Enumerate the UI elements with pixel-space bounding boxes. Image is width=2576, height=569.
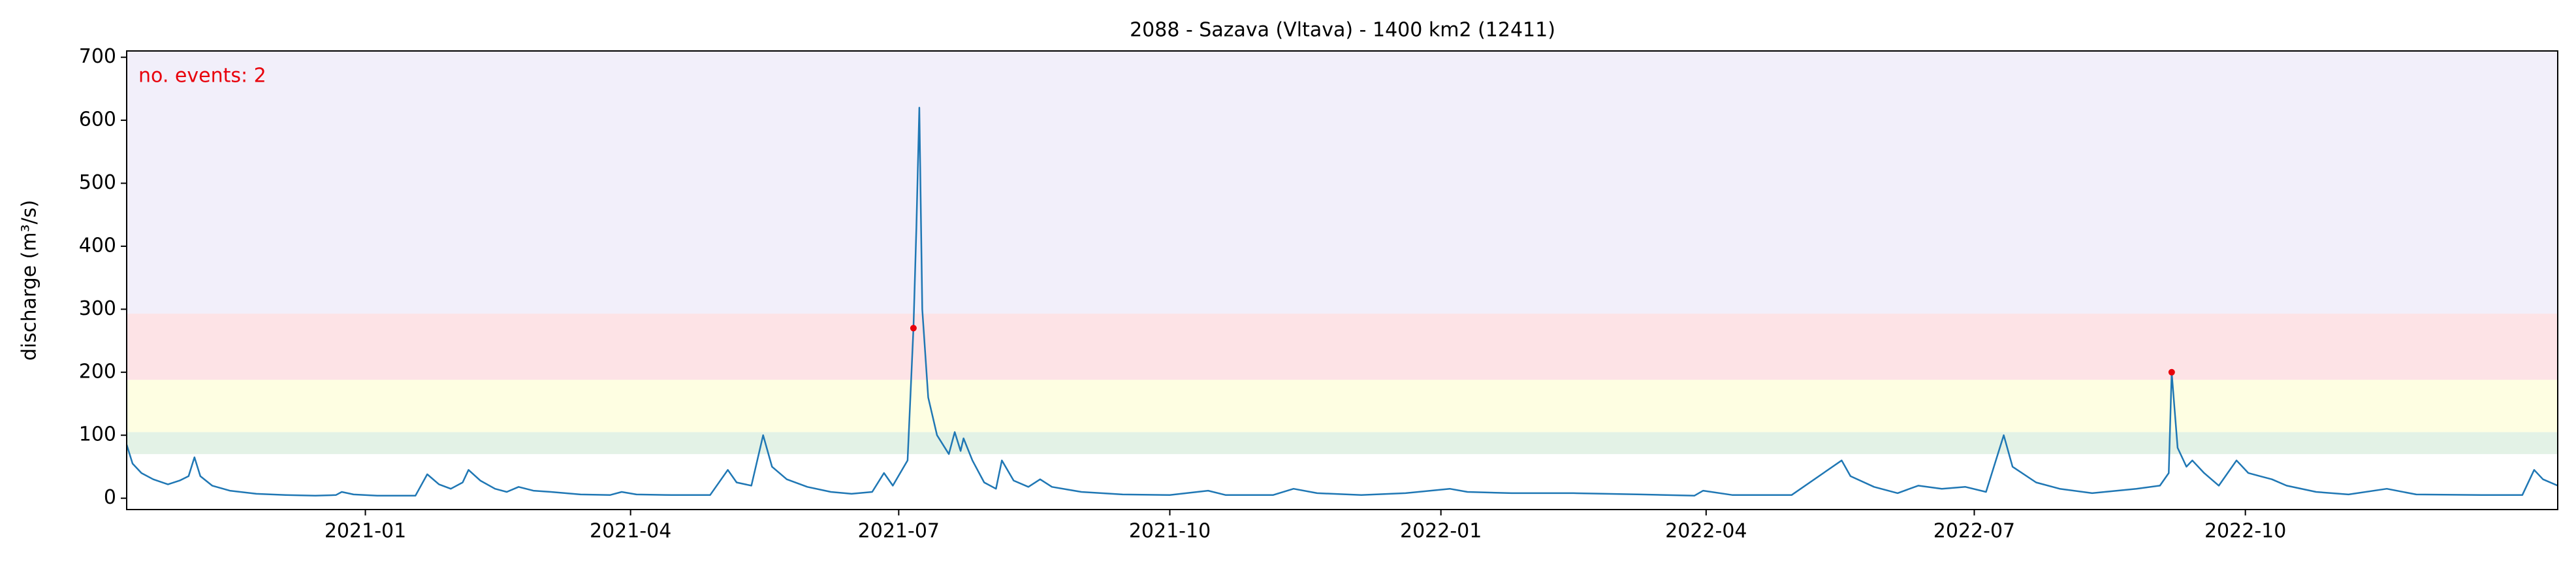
x-tick-label: 2021-04 [590, 520, 671, 543]
x-tick-label: 2021-01 [325, 520, 406, 543]
event-count: no. events: 2 [138, 65, 266, 88]
threshold-band [127, 380, 2558, 432]
y-axis-label: discharge (m³/s) [18, 200, 41, 361]
x-tick-label: 2022-01 [1400, 520, 1482, 543]
y-tick-label: 500 [79, 171, 116, 194]
x-tick-label: 2022-07 [1933, 520, 2015, 543]
threshold-band [127, 314, 2558, 380]
y-tick-label: 0 [104, 486, 116, 509]
discharge-line [125, 106, 2558, 497]
x-tick-label: 2021-10 [1129, 520, 1211, 543]
x-tick-label: 2021-07 [858, 520, 940, 543]
x-tick-label: 2022-10 [2204, 520, 2286, 543]
y-tick-label: 400 [79, 234, 116, 257]
threshold-band [127, 51, 2558, 314]
chart-title: 2088 - Sazava (Vltava) - 1400 km2 (12411… [1130, 19, 1555, 42]
x-tick-label: 2022-04 [1665, 520, 1747, 543]
y-tick-label: 300 [79, 297, 116, 320]
y-tick-label: 100 [79, 423, 116, 446]
y-tick-label: 700 [79, 45, 116, 68]
event-point [2168, 368, 2175, 376]
plot-frame [126, 50, 2558, 510]
y-tick-label: 200 [79, 360, 116, 383]
y-tick-label: 600 [79, 108, 116, 131]
event-point [910, 325, 917, 332]
threshold-band [127, 432, 2558, 455]
